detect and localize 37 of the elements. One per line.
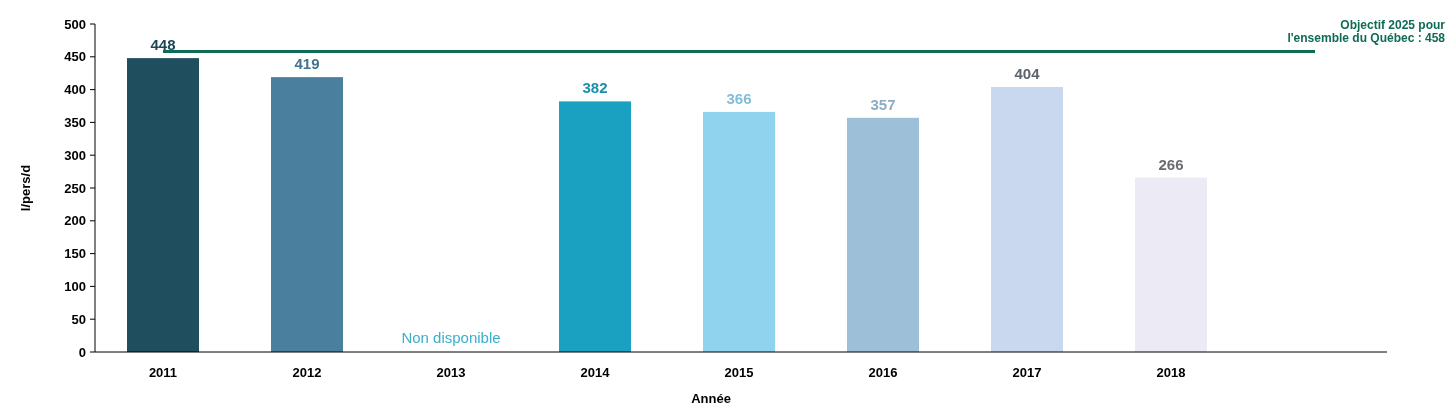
data-label: 366 xyxy=(726,89,752,107)
y-tick-label: 450 xyxy=(64,49,86,65)
data-label: 266 xyxy=(1158,155,1184,173)
ref-line-label: Objectif 2025 pour l'ensemble du Québec : 458 xyxy=(1287,17,1446,45)
bar xyxy=(127,58,199,352)
x-tick-label: 2018 xyxy=(1156,365,1186,380)
bar xyxy=(703,111,775,352)
y-tick-label: 350 xyxy=(64,114,86,130)
data-label: 419 xyxy=(294,55,320,73)
y-tick-label: 300 xyxy=(64,147,86,163)
bar xyxy=(271,77,343,352)
y-tick-label: 0 xyxy=(78,344,86,360)
data-label: 357 xyxy=(870,95,896,113)
y-tick-label: 200 xyxy=(64,213,86,229)
bar xyxy=(991,86,1063,352)
x-tick-label: 2011 xyxy=(148,365,178,380)
y-tick-label: 150 xyxy=(64,246,86,262)
bar xyxy=(847,117,919,352)
y-axis-title: l/pers/d xyxy=(18,164,33,212)
x-tick-label: 2013 xyxy=(436,365,466,380)
x-tick-label: 2015 xyxy=(724,365,754,380)
data-label: 448 xyxy=(150,36,176,54)
x-axis-title: Année xyxy=(691,391,731,406)
x-tick-label: 2014 xyxy=(580,365,611,380)
x-tick-label: 2016 xyxy=(868,365,898,380)
bar xyxy=(1135,177,1207,352)
y-tick-label: 500 xyxy=(64,16,86,32)
annotation: Non disponible xyxy=(401,329,501,346)
y-tick-label: 50 xyxy=(71,311,86,327)
y-tick-label: 250 xyxy=(64,180,86,196)
x-tick-label: 2012 xyxy=(292,365,322,380)
bar xyxy=(559,101,631,352)
y-tick-label: 100 xyxy=(64,278,86,294)
data-label: 404 xyxy=(1014,64,1041,82)
data-label: 382 xyxy=(582,79,608,97)
y-tick-label: 400 xyxy=(64,82,86,98)
x-tick-label: 2017 xyxy=(1012,365,1042,380)
